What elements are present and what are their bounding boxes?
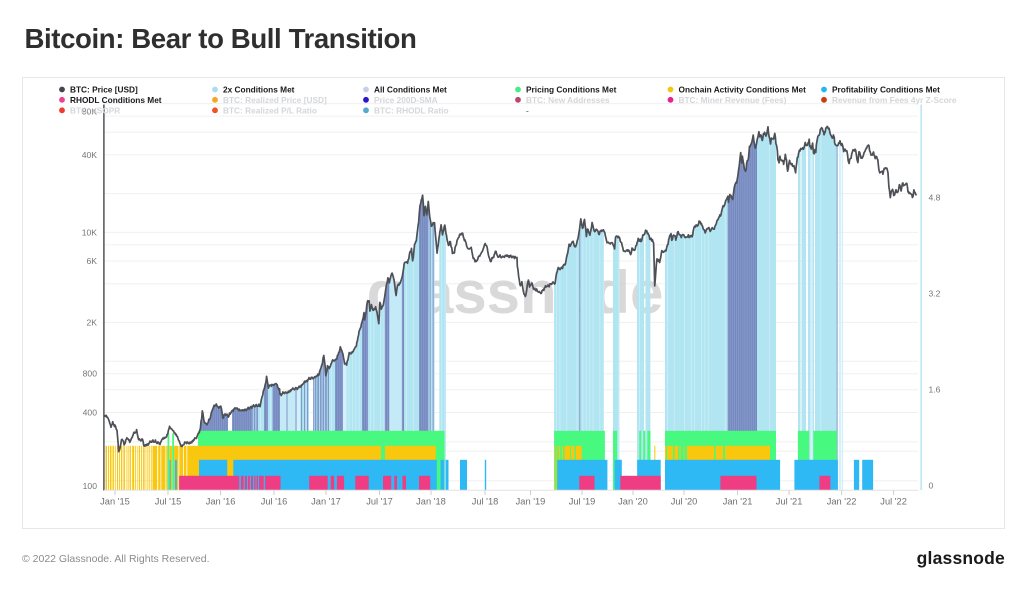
svg-text:All Conditions Met: All Conditions Met: [374, 85, 447, 95]
svg-text:100: 100: [83, 481, 98, 491]
svg-text:80K: 80K: [82, 107, 98, 117]
svg-text:6K: 6K: [86, 256, 97, 266]
svg-text:BTC: Realized Price [USD]: BTC: Realized Price [USD]: [223, 95, 327, 105]
svg-text:800: 800: [83, 369, 98, 379]
svg-text:Jan '16: Jan '16: [206, 497, 236, 507]
svg-text:Jan '19: Jan '19: [516, 497, 546, 507]
svg-text:Jul '18: Jul '18: [472, 497, 499, 507]
svg-text:BTC: New Addresses: BTC: New Addresses: [526, 95, 610, 105]
svg-text:BTC: aSOPR: BTC: aSOPR: [70, 105, 120, 115]
svg-text:Price 200D-SMA: Price 200D-SMA: [374, 95, 438, 105]
svg-text:Jan '22: Jan '22: [827, 497, 857, 507]
svg-text:Jan '17: Jan '17: [311, 497, 341, 507]
svg-text:Jul '20: Jul '20: [671, 497, 698, 507]
svg-text:10K: 10K: [82, 227, 98, 237]
svg-text:Jul '16: Jul '16: [261, 497, 288, 507]
svg-text:Pricing Conditions Met: Pricing Conditions Met: [526, 85, 617, 95]
svg-text:-: -: [526, 105, 529, 115]
svg-text:Jul '22: Jul '22: [880, 497, 907, 507]
svg-text:Jul '21: Jul '21: [776, 497, 803, 507]
svg-text:2K: 2K: [86, 317, 97, 327]
svg-text:Jul '19: Jul '19: [569, 497, 596, 507]
svg-text:0: 0: [929, 481, 934, 491]
svg-text:RHODL Conditions Met: RHODL Conditions Met: [70, 95, 162, 105]
svg-text:Jul '17: Jul '17: [366, 497, 393, 507]
svg-text:3.2: 3.2: [929, 289, 941, 299]
svg-text:BTC: RHODL Ratio: BTC: RHODL Ratio: [374, 105, 449, 115]
svg-text:BTC: Miner Revenue (Fees): BTC: Miner Revenue (Fees): [679, 95, 787, 105]
svg-text:1.6: 1.6: [929, 385, 941, 395]
svg-text:BTC: Realized P/L Ratio: BTC: Realized P/L Ratio: [223, 105, 317, 115]
svg-text:4.8: 4.8: [929, 193, 941, 203]
svg-text:40K: 40K: [82, 150, 98, 160]
svg-text:BTC: Price [USD]: BTC: Price [USD]: [70, 85, 138, 95]
svg-text:Onchain Activity Conditions Me: Onchain Activity Conditions Met: [679, 85, 807, 95]
svg-text:Jul '15: Jul '15: [155, 497, 182, 507]
svg-text:Jan '15: Jan '15: [100, 497, 130, 507]
svg-text:Jan '20: Jan '20: [618, 497, 648, 507]
svg-text:2x Conditions Met: 2x Conditions Met: [223, 85, 295, 95]
svg-text:Profitability Conditions Met: Profitability Conditions Met: [832, 85, 940, 95]
svg-text:Revenue from Fees 4yr Z-Score: Revenue from Fees 4yr Z-Score: [832, 95, 957, 105]
svg-text:400: 400: [83, 408, 98, 418]
svg-text:Jan '18: Jan '18: [416, 497, 446, 507]
svg-text:Jan '21: Jan '21: [723, 497, 753, 507]
